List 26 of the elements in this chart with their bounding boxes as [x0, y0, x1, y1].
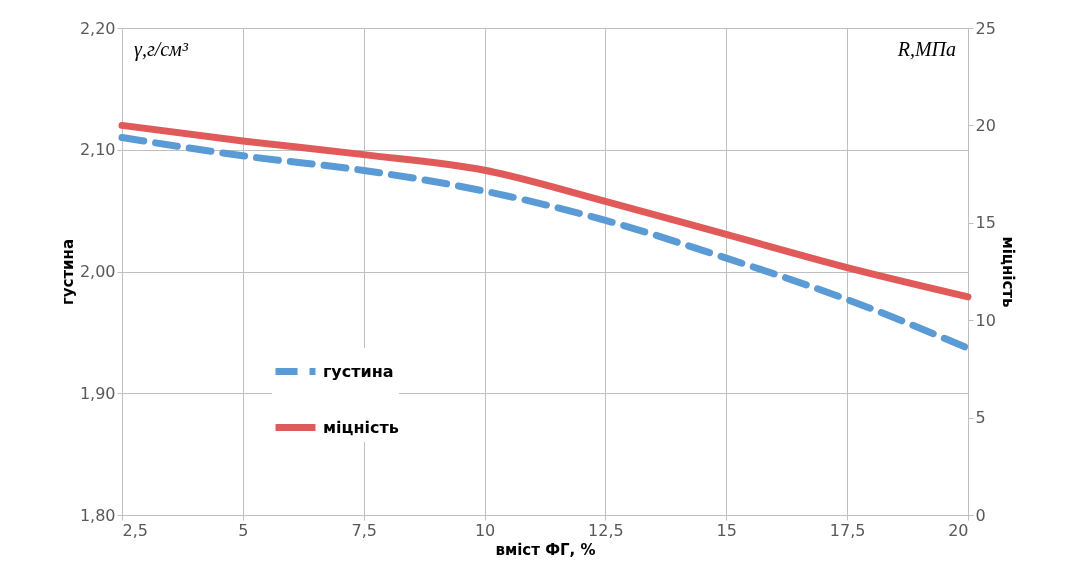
x-tick-label: 12,5 — [588, 520, 624, 540]
x-tick-label: 10 — [474, 520, 496, 540]
annotation: R,МПа — [896, 38, 956, 60]
legend-label: міцність — [323, 417, 399, 437]
x-tick-label: 15 — [716, 520, 737, 540]
y2-tick-label: 25 — [975, 18, 996, 38]
y2-tick-label: 10 — [975, 310, 996, 330]
y-tick-label: 1,90 — [79, 383, 116, 403]
legend-label: густина — [323, 361, 394, 381]
x-tick-label: 17,5 — [829, 520, 866, 540]
x-tick-label: 7,5 — [351, 520, 377, 540]
x-axis-title: вміст ФГ, % — [495, 540, 596, 559]
y2-tick-label: 0 — [975, 505, 986, 525]
x-tick-label: 20 — [948, 520, 969, 540]
y2-axis-title: міцність — [998, 236, 1017, 308]
x-tick-label: 5 — [238, 520, 249, 540]
x-tick-label: 2,5 — [122, 520, 148, 540]
y-tick-label: 2,20 — [79, 18, 116, 38]
y-axis-title: густина — [58, 238, 77, 306]
y-tick-label: 2,00 — [79, 262, 116, 281]
y-tick-label: 1,80 — [79, 505, 116, 525]
y2-tick-label: 5 — [975, 408, 986, 428]
y2-tick-label: 15 — [975, 213, 996, 233]
y2-tick-label: 20 — [975, 115, 996, 135]
y-tick-label: 2,10 — [79, 140, 116, 160]
annotation: γ,г/см³ — [134, 38, 189, 61]
